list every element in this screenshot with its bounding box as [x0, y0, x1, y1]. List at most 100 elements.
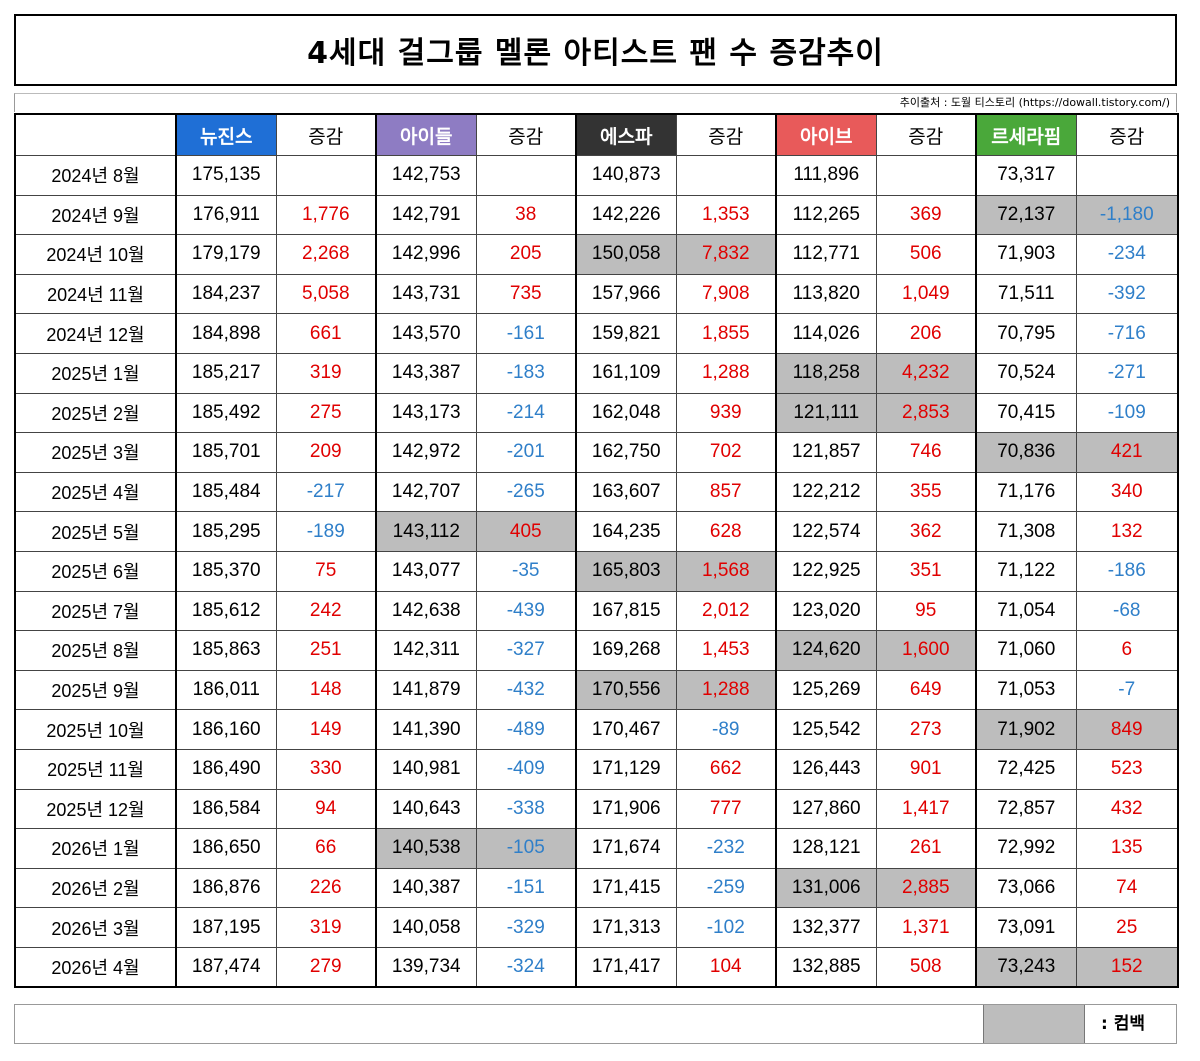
change-cell: -392 [1075, 273, 1179, 315]
change-cell: -151 [475, 867, 577, 909]
table-row: 2024년 11월 184,237 5,058 143,731 735 157,966 7,… [14, 273, 1179, 315]
fan-count-cell: 70,795 [975, 313, 1077, 354]
fan-count-cell: 157,966 [575, 273, 677, 315]
month-cell: 2025년 12월 [14, 788, 177, 830]
change-cell: 2,885 [875, 867, 977, 909]
change-cell: 95 [875, 590, 977, 632]
change-cell: 25 [1075, 907, 1179, 948]
fan-count-cell: 161,109 [575, 352, 677, 394]
fan-count-cell: 186,650 [175, 828, 277, 869]
fan-count-cell: 176,911 [175, 194, 277, 236]
fan-count-table: 뉴진스 증감 아이들 증감 에스파 증감 아이브 증감 르세라핌 증감 2024년 8월 175,1… [14, 113, 1179, 989]
fan-count-cell: 185,484 [175, 471, 277, 513]
change-cell: -324 [475, 946, 577, 988]
fan-count-cell: 142,996 [375, 234, 477, 275]
change-cell: -259 [675, 867, 777, 909]
header-blank [14, 113, 177, 156]
change-cell: 2,012 [675, 590, 777, 632]
fan-count-cell: 127,860 [775, 788, 877, 830]
fan-count-cell: 128,121 [775, 828, 877, 869]
change-cell: -183 [475, 352, 577, 394]
fan-count-cell: 187,195 [175, 907, 277, 948]
month-cell: 2025년 10월 [14, 709, 177, 750]
change-cell: 1,855 [675, 313, 777, 354]
change-header: 증감 [1075, 113, 1179, 156]
table-row: 2026년 4월 187,474 279 139,734 -324 171,417 104 1… [14, 946, 1179, 988]
fan-count-cell: 72,857 [975, 788, 1077, 830]
month-cell: 2026년 4월 [14, 946, 177, 988]
fan-count-cell: 132,377 [775, 907, 877, 948]
change-cell [475, 155, 577, 196]
table-row: 2025년 1월 185,217 319 143,387 -183 161,109 1,28… [14, 352, 1179, 394]
group-header: 뉴진스 [175, 113, 277, 156]
table-row: 2024년 12월 184,898 661 143,570 -161 159,821 1,8… [14, 313, 1179, 354]
fan-count-cell: 71,054 [975, 590, 1077, 632]
fan-count-cell: 70,415 [975, 392, 1077, 434]
change-cell: 1,049 [875, 273, 977, 315]
table-row: 2024년 9월 176,911 1,776 142,791 38 142,226 1,35… [14, 194, 1179, 236]
fan-count-cell: 165,803 [575, 550, 677, 592]
fan-count-cell: 72,992 [975, 828, 1077, 869]
change-cell: 2,268 [275, 234, 377, 275]
change-cell: 319 [275, 907, 377, 948]
table-row: 2025년 3월 185,701 209 142,972 -201 162,750 702 1… [14, 432, 1179, 473]
fan-count-cell: 121,111 [775, 392, 877, 434]
change-cell: -432 [475, 669, 577, 711]
change-cell: 405 [475, 511, 577, 552]
fan-count-cell: 71,511 [975, 273, 1077, 315]
change-cell: -89 [675, 709, 777, 750]
month-cell: 2026년 2월 [14, 867, 177, 909]
table-row: 2025년 7월 185,612 242 142,638 -439 167,815 2,01… [14, 590, 1179, 632]
change-cell: 5,058 [275, 273, 377, 315]
fan-count-cell: 114,026 [775, 313, 877, 354]
fan-count-cell: 71,053 [975, 669, 1077, 711]
fan-count-cell: 125,269 [775, 669, 877, 711]
change-cell: 2,853 [875, 392, 977, 434]
fan-count-cell: 171,906 [575, 788, 677, 830]
fan-count-cell: 143,112 [375, 511, 477, 552]
group-header: 아이들 [375, 113, 477, 156]
fan-count-cell: 159,821 [575, 313, 677, 354]
change-cell: 261 [875, 828, 977, 869]
fan-count-cell: 142,707 [375, 471, 477, 513]
fan-count-cell: 71,176 [975, 471, 1077, 513]
month-cell: 2025년 6월 [14, 550, 177, 592]
fan-count-cell: 187,474 [175, 946, 277, 988]
fan-count-cell: 140,538 [375, 828, 477, 869]
fan-count-cell: 113,820 [775, 273, 877, 315]
table-row: 2025년 6월 185,370 75 143,077 -35 165,803 1,568 1… [14, 550, 1179, 592]
fan-count-cell: 170,556 [575, 669, 677, 711]
change-cell: 857 [675, 471, 777, 513]
fan-count-cell: 140,058 [375, 907, 477, 948]
fan-count-cell: 171,129 [575, 748, 677, 790]
table-row: 2024년 10월 179,179 2,268 142,996 205 150,058 7,… [14, 234, 1179, 275]
fan-count-cell: 121,857 [775, 432, 877, 473]
change-cell: 340 [1075, 471, 1179, 513]
fan-count-cell: 70,524 [975, 352, 1077, 394]
table-row: 2025년 11월 186,490 330 140,981 -409 171,129 662… [14, 748, 1179, 790]
fan-count-cell: 186,490 [175, 748, 277, 790]
change-cell: 628 [675, 511, 777, 552]
month-cell: 2025년 2월 [14, 392, 177, 434]
change-header: 증감 [275, 113, 377, 156]
change-cell: -35 [475, 550, 577, 592]
change-header: 증감 [875, 113, 977, 156]
change-cell: 649 [875, 669, 977, 711]
fan-count-cell: 142,311 [375, 630, 477, 671]
fan-count-cell: 122,925 [775, 550, 877, 592]
change-cell: 135 [1075, 828, 1179, 869]
month-cell: 2024년 11월 [14, 273, 177, 315]
fan-count-cell: 140,387 [375, 867, 477, 909]
fan-count-cell: 131,006 [775, 867, 877, 909]
change-cell: 369 [875, 194, 977, 236]
fan-count-cell: 73,091 [975, 907, 1077, 948]
change-cell: -1,180 [1075, 194, 1179, 236]
fan-count-cell: 162,048 [575, 392, 677, 434]
fan-count-cell: 71,903 [975, 234, 1077, 275]
table-row: 2024년 8월 175,135 142,753 140,873 111,896 73,3… [14, 155, 1179, 196]
change-cell: 75 [275, 550, 377, 592]
month-cell: 2025년 5월 [14, 511, 177, 552]
change-cell: -109 [1075, 392, 1179, 434]
change-cell: -201 [475, 432, 577, 473]
fan-count-cell: 185,863 [175, 630, 277, 671]
